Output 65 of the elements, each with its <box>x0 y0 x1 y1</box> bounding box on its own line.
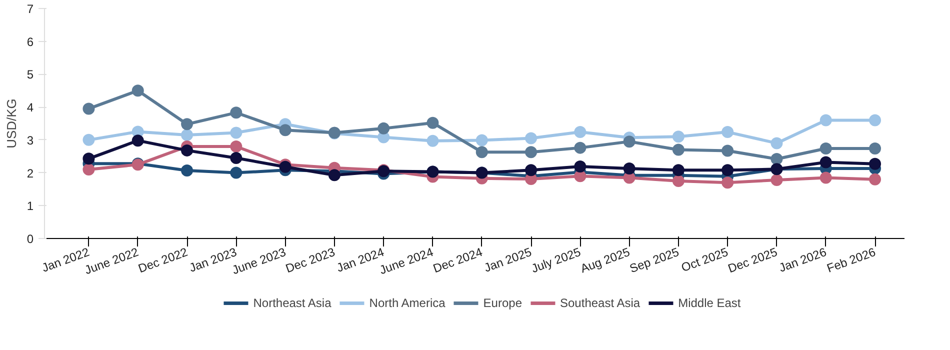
point <box>426 134 439 147</box>
point <box>82 152 95 165</box>
legend-label: Europe <box>483 296 522 310</box>
point <box>82 134 95 146</box>
point <box>722 144 734 157</box>
y-tick-label: 0 <box>26 232 34 246</box>
point <box>181 144 194 156</box>
y-tick-label: 3 <box>26 133 34 148</box>
y-tick-label: 1 <box>26 199 34 214</box>
point <box>722 126 734 138</box>
point <box>525 132 538 144</box>
point <box>230 106 242 119</box>
point <box>770 174 783 186</box>
point <box>230 126 242 139</box>
y-tick-label: 4 <box>26 100 34 115</box>
point <box>525 164 538 176</box>
point <box>82 164 95 176</box>
point <box>623 162 636 175</box>
point <box>672 164 684 176</box>
point <box>132 134 144 147</box>
point <box>132 84 144 97</box>
point <box>770 152 783 165</box>
x-tick-label: Jan 2025 <box>482 244 534 275</box>
point <box>722 176 734 189</box>
point <box>328 169 340 182</box>
point <box>426 116 439 129</box>
point <box>820 142 832 154</box>
point <box>574 160 586 173</box>
point <box>574 126 586 138</box>
point <box>672 175 684 187</box>
point <box>770 137 783 150</box>
point <box>574 142 586 154</box>
point <box>820 156 832 168</box>
point <box>378 122 390 134</box>
point <box>230 140 242 152</box>
point <box>820 172 832 184</box>
point <box>869 142 882 154</box>
x-tick-label: Feb 2026 <box>824 244 878 276</box>
y-axis-title: USD/KG <box>4 98 19 148</box>
point <box>672 130 684 143</box>
y-tick-label: 2 <box>26 166 34 180</box>
point <box>869 158 882 170</box>
point <box>476 134 488 146</box>
point <box>476 146 488 158</box>
point <box>623 136 636 148</box>
point <box>869 114 882 126</box>
point <box>525 146 538 158</box>
point <box>181 129 194 141</box>
legend-label: Northeast Asia <box>253 296 332 310</box>
point <box>279 124 292 136</box>
point <box>722 164 734 176</box>
point <box>820 114 832 126</box>
point <box>869 173 882 186</box>
legend-label: North America <box>369 296 446 310</box>
point <box>230 152 242 164</box>
legend-label: Middle East <box>678 296 741 310</box>
legend-label: Southeast Asia <box>560 296 640 310</box>
point <box>230 166 242 179</box>
y-tick-label: 5 <box>26 68 34 82</box>
point <box>181 118 194 130</box>
y-tick-label: 7 <box>26 2 34 16</box>
y-tick-label: 6 <box>26 34 34 49</box>
point <box>181 164 194 176</box>
point <box>672 144 684 156</box>
point <box>82 102 95 115</box>
